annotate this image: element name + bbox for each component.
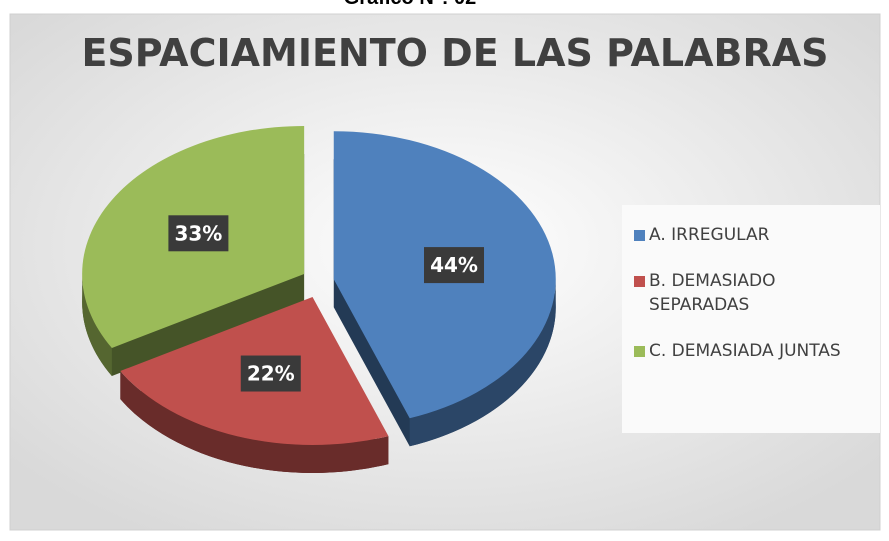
label-box xyxy=(240,355,301,392)
data-label: 22% xyxy=(247,362,295,386)
legend-item: A. IRREGULAR xyxy=(634,223,880,247)
legend-swatch xyxy=(634,230,645,241)
legend-label: A. IRREGULAR xyxy=(649,225,770,245)
legend-label: C. DEMASIADA JUNTAS xyxy=(649,341,841,361)
slice-side xyxy=(120,371,389,474)
slice-side xyxy=(409,279,556,447)
data-label: 44% xyxy=(430,253,478,277)
caption: Gráfico N°: 02 xyxy=(344,0,476,9)
legend-swatch xyxy=(634,346,645,357)
data-label: 33% xyxy=(174,221,222,245)
legend-item: B. DEMASIADO SEPARADAS xyxy=(634,269,880,317)
legend-label: B. DEMASIADO SEPARADAS xyxy=(649,271,776,315)
legend-item: C. DEMASIADA JUNTAS xyxy=(634,339,880,363)
pie: 44% 22% 33% xyxy=(82,126,556,474)
legend: A. IRREGULAR B. DEMASIADO SEPARADAS C. DEM… xyxy=(622,205,880,433)
legend-swatch xyxy=(634,276,645,287)
label-box xyxy=(168,215,229,252)
chart-title: ESPACIAMIENTO DE LAS PALABRAS xyxy=(81,31,828,75)
slice-side xyxy=(82,274,112,376)
label-box xyxy=(424,247,485,284)
